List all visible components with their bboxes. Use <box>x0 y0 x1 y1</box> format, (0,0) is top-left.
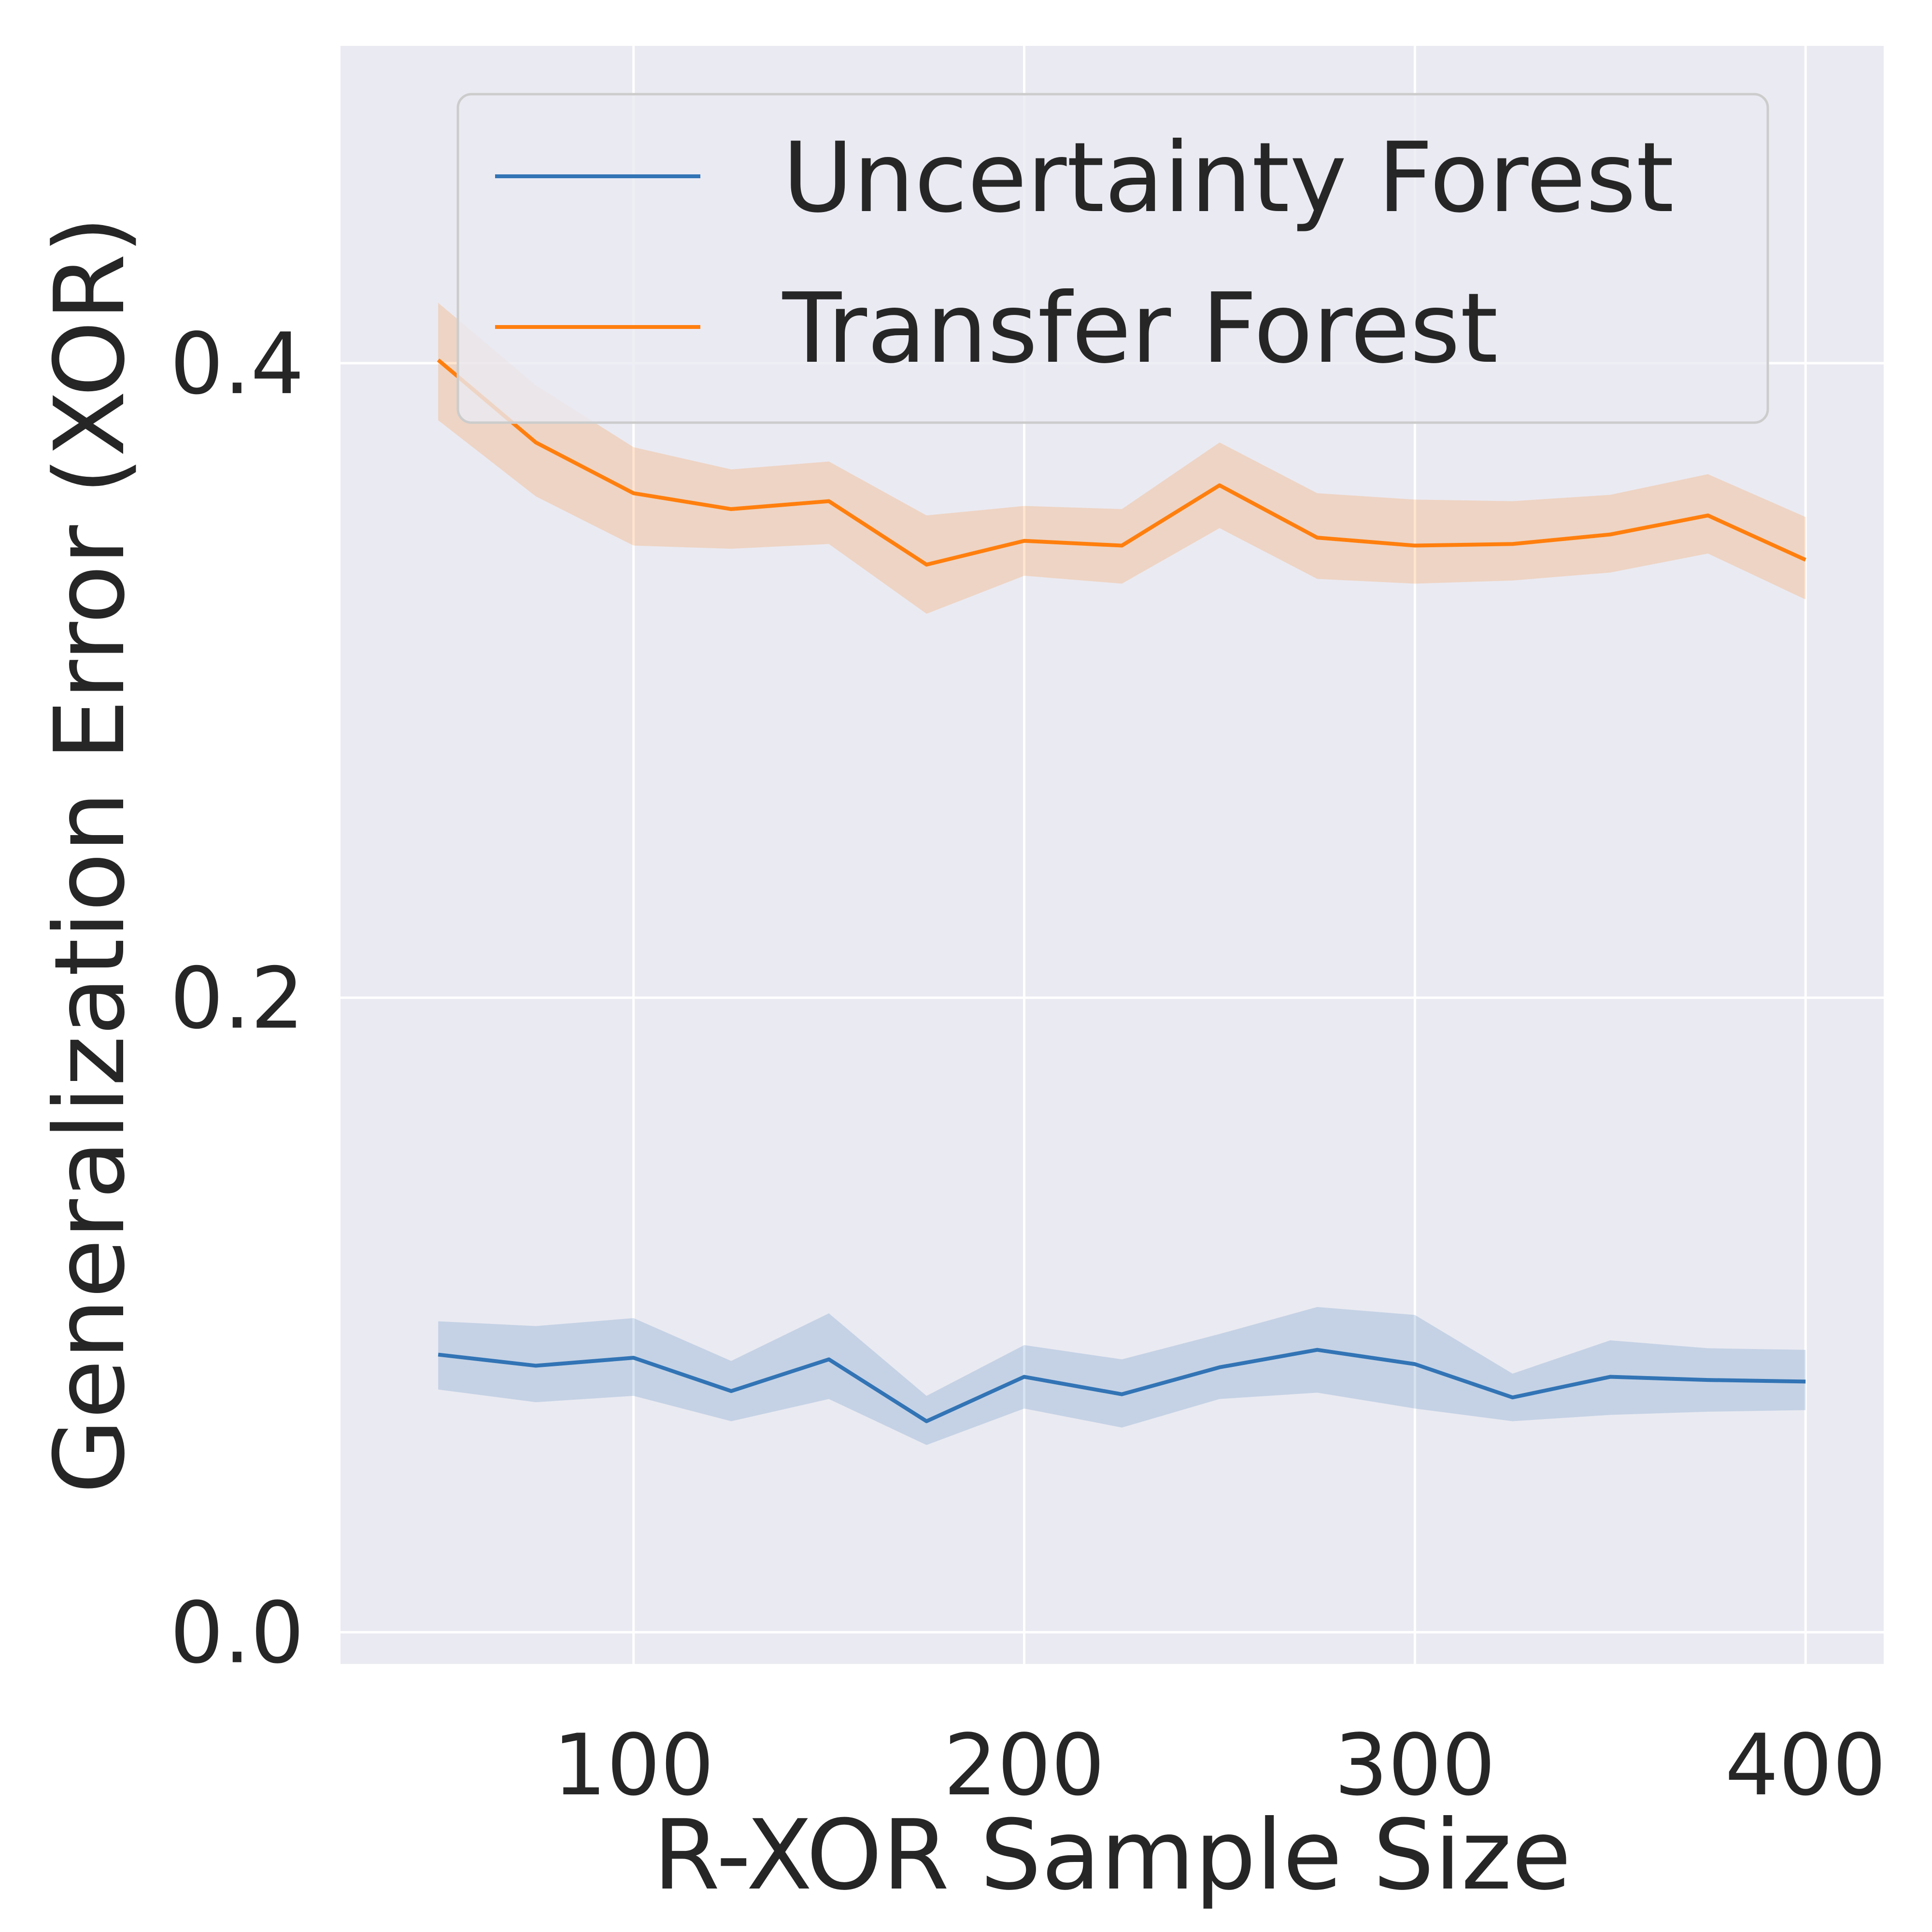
legend-entry: Uncertainty Forest <box>782 122 1674 234</box>
series-line <box>438 1348 1806 1423</box>
legend: Uncertainty Forest Transfer Forest <box>456 93 1769 424</box>
confidence-band <box>438 303 1806 614</box>
x-tick-label: 300 <box>1334 1717 1495 1815</box>
y-tick-label: 0.4 <box>170 315 304 413</box>
x-tick-label: 400 <box>1725 1717 1886 1815</box>
y-tick-label: 0.2 <box>170 950 304 1048</box>
y-axis-ticks: 0.0 0.2 0.4 <box>170 315 304 1682</box>
legend-box <box>456 93 1769 424</box>
confidence-band <box>438 1307 1806 1445</box>
legend-entry: Transfer Forest <box>782 272 1498 385</box>
confidence-bands <box>438 303 1806 1445</box>
y-tick-label: 0.0 <box>170 1584 304 1682</box>
series-lines <box>437 358 1806 1423</box>
x-axis-ticks: 100 200 300 400 <box>553 1717 1887 1815</box>
x-tick-label: 100 <box>553 1717 714 1815</box>
x-axis-label: R-XOR Sample Size <box>653 1799 1571 1912</box>
series-line <box>437 358 1806 567</box>
y-axis-label: Generalization Error (XOR) <box>34 216 146 1494</box>
x-tick-label: 200 <box>943 1717 1105 1815</box>
